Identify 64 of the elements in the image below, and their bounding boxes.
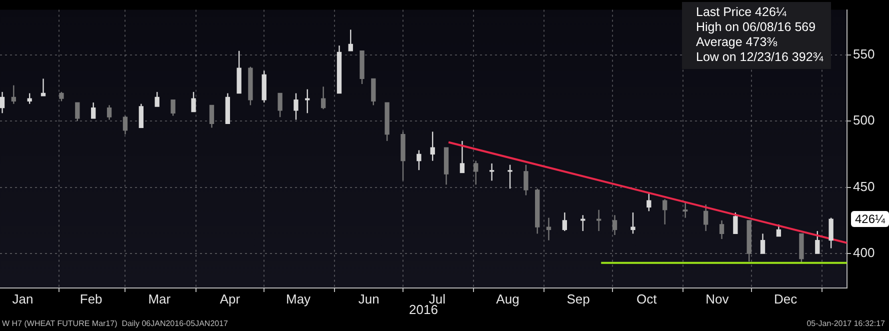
annotation: Last Price 426¼ [696, 5, 788, 20]
candlestick [138, 103, 144, 128]
candlestick [474, 160, 478, 186]
candlestick [11, 84, 16, 104]
x-tick-label: Oct [636, 291, 658, 306]
candlestick [27, 92, 32, 104]
candlestick [305, 88, 310, 114]
text: 426¼ [851, 211, 889, 228]
candlestick [294, 92, 298, 120]
candlestick [348, 29, 353, 52]
annotation: High on 06/08/16 569 [696, 20, 817, 35]
candlestick [59, 91, 64, 102]
candlestick [662, 198, 668, 226]
candlestick [719, 220, 724, 240]
x-tick-label: Nov [706, 291, 730, 306]
candlestick [546, 217, 552, 241]
candlestick [733, 212, 738, 234]
candlestick [170, 99, 176, 116]
x-tick-label: Dec [774, 291, 798, 306]
y-tick-label: 500 [853, 112, 875, 128]
candlestick [106, 104, 112, 120]
y-tick-label: 400 [853, 245, 875, 260]
x-tick-label: Sep [566, 291, 590, 306]
annotation: Low on 12/23/16 392¾ [696, 50, 824, 65]
candlestick [760, 233, 766, 254]
x-tick-label: Apr [220, 291, 241, 306]
candlestick [828, 217, 834, 249]
x-tick-label: Mar [148, 291, 172, 306]
y-tick-label: 450 [853, 178, 875, 194]
candlestick [191, 91, 196, 112]
candlestick [630, 212, 636, 234]
candlestick [612, 214, 618, 236]
x-tick-label: Jun [358, 291, 380, 306]
annotation: Average 473⅜ [696, 35, 778, 50]
candlestick [0, 91, 5, 114]
candlestick [683, 201, 688, 218]
candlestick [320, 86, 326, 110]
candlestick [489, 162, 494, 182]
candlestick [815, 230, 820, 254]
candlestick [278, 92, 282, 118]
candlestick [416, 150, 422, 171]
candlestick [75, 102, 80, 122]
candlestick [562, 212, 567, 232]
text: 05-Jan-2017 16:32:17 [806, 319, 885, 328]
candlestick [460, 140, 465, 174]
candlestick [524, 164, 528, 196]
candlestick [91, 102, 96, 120]
candlestick [371, 78, 376, 106]
candlestick [704, 204, 708, 232]
x-tick-label: Jan [12, 291, 34, 306]
candlestick [154, 91, 160, 108]
x-tick-label: Aug [496, 291, 520, 306]
candlestick [596, 209, 602, 232]
candlestick [580, 214, 586, 232]
y-tick-label: 550 [853, 46, 875, 62]
candlestick [646, 192, 652, 212]
candlestick [776, 224, 782, 237]
candlestick [508, 164, 512, 190]
text: W H7 (WHEAT FUTURE Mar17) Daily 06JAN2016-05JAN2017 [2, 319, 228, 328]
x-tick-label: Feb [80, 291, 102, 306]
candlestick [209, 104, 214, 128]
candlestick [430, 131, 435, 162]
x-tick-label: May [286, 291, 312, 306]
candlestick [122, 115, 128, 135]
